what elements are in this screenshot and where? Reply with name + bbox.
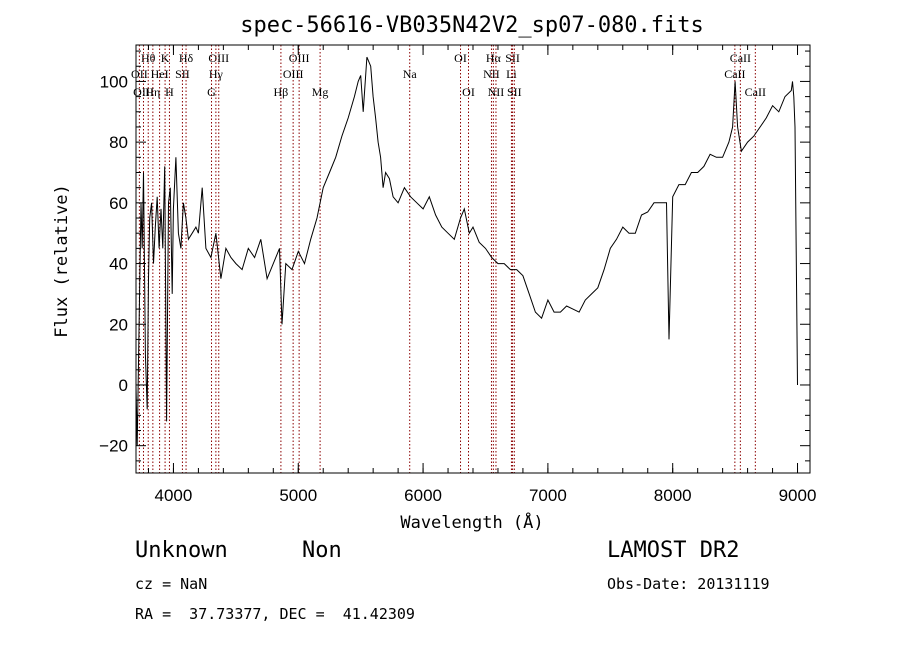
x-tick-label: 5000	[279, 486, 317, 505]
y-tick-label: 20	[109, 315, 128, 334]
spectrum-line	[135, 56, 798, 446]
y-tick-label: 100	[100, 72, 128, 91]
line-marker-label: SII	[505, 51, 520, 65]
y-axis-label: Flux (relative)	[52, 184, 72, 338]
y-tick-label: 0	[119, 376, 128, 395]
line-marker-label: OIII	[283, 67, 304, 81]
line-marker-label: Hα	[486, 51, 502, 65]
line-marker-label: SII	[175, 67, 190, 81]
x-tick-label: 9000	[779, 486, 817, 505]
x-tick-label: 4000	[155, 486, 193, 505]
line-marker-label: Na	[403, 67, 418, 81]
line-marker-label: Hδ	[179, 51, 194, 65]
y-tick-label: −20	[99, 437, 128, 456]
line-marker-label: Hθ	[141, 51, 156, 65]
obs-date: Obs-Date: 20131119	[607, 575, 770, 593]
line-marker-label: Hβ	[274, 85, 289, 99]
redshift-readout: cz = NaN	[135, 575, 208, 593]
x-tick-label: 6000	[404, 486, 442, 505]
x-tick-label: 8000	[654, 486, 692, 505]
survey-label: LAMOST DR2	[607, 538, 740, 563]
y-tick-label: 40	[109, 255, 128, 274]
line-marker-label: Hη	[145, 85, 160, 99]
line-marker-label: NII	[488, 85, 505, 99]
x-axis-label: Wavelength (Å)	[400, 511, 543, 533]
y-tick-label: 60	[109, 194, 128, 213]
coordinates: RA = 37.73377, DEC = 41.42309	[135, 605, 415, 623]
object-subclass: Non	[302, 538, 342, 563]
line-marker-label: CaII	[745, 85, 766, 99]
line-marker-label: NII	[483, 67, 500, 81]
line-marker-label: H	[165, 85, 174, 99]
line-marker-label: SII	[507, 85, 522, 99]
plot-frame	[135, 44, 811, 474]
line-marker-label: OII	[131, 67, 148, 81]
line-marker-label: K	[161, 51, 170, 65]
line-marker-label: OI	[462, 85, 475, 99]
line-marker-label: OIII	[289, 51, 310, 65]
chart-title: spec-56616-VB035N42V2_sp07-080.fits	[240, 13, 704, 38]
line-marker-label: G	[207, 85, 216, 99]
axis-ticks: 4000 5000 6000 7000 8000 9000 −20 0 20 40 60 80 100	[99, 45, 816, 505]
line-marker-label: OIII	[208, 51, 229, 65]
line-marker-label: CaII	[730, 51, 751, 65]
line-marker-label: OI	[454, 51, 467, 65]
x-tick-label: 7000	[529, 486, 567, 505]
line-marker-label: HeI	[151, 67, 169, 81]
line-marker-label: CaII	[724, 67, 745, 81]
y-tick-label: 80	[109, 133, 128, 152]
line-marker-label: OIII	[133, 85, 154, 99]
line-marker-label: Li	[506, 67, 517, 81]
line-marker-label: Hγ	[209, 67, 224, 81]
line-marker-label: Mg	[312, 85, 329, 99]
object-class: Unknown	[135, 538, 228, 563]
